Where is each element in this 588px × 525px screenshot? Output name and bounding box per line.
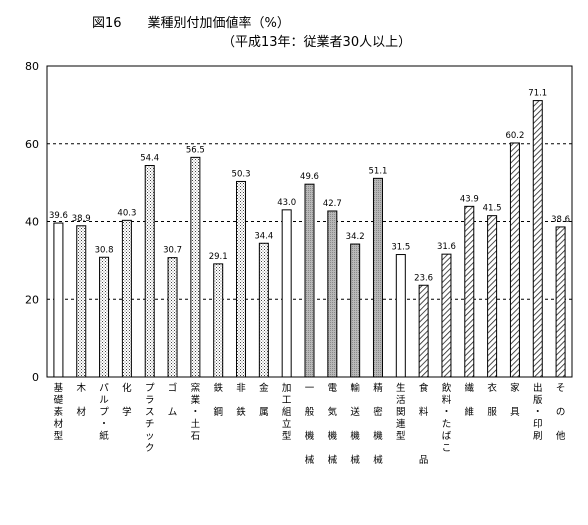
bar bbox=[167, 257, 178, 378]
data-label: 34.4 bbox=[254, 231, 273, 241]
category-label: 窯業・土石 bbox=[191, 382, 201, 442]
data-label: 38.9 bbox=[72, 214, 91, 224]
y-tick-label: 20 bbox=[25, 293, 39, 306]
category-label: 化 学 bbox=[122, 382, 132, 418]
category-label: ゴ ム bbox=[168, 382, 178, 418]
data-label: 30.8 bbox=[95, 245, 114, 255]
bar bbox=[236, 180, 247, 378]
category-label: 電 気 機 械 bbox=[328, 383, 338, 466]
y-tick-label: 0 bbox=[32, 371, 39, 384]
bar bbox=[281, 209, 292, 378]
bar bbox=[464, 205, 475, 378]
data-label: 60.2 bbox=[505, 131, 524, 141]
category-label: 加工組立型 bbox=[282, 383, 292, 442]
category-label: 一 般 機 械 bbox=[305, 383, 315, 466]
data-label: 56.5 bbox=[186, 145, 205, 155]
bar bbox=[327, 210, 338, 378]
bar bbox=[350, 243, 361, 378]
category-label: 飲料・たばこ bbox=[442, 382, 452, 454]
category-label: 金 属 bbox=[259, 382, 269, 418]
category-label: 繊 維 bbox=[465, 382, 475, 418]
bar bbox=[76, 225, 87, 378]
bar bbox=[532, 100, 543, 378]
data-label: 31.6 bbox=[437, 242, 456, 252]
data-label: 43.0 bbox=[277, 198, 296, 208]
category-label: 生活関連型 bbox=[396, 382, 406, 442]
data-label: 29.1 bbox=[209, 252, 228, 262]
bar bbox=[304, 183, 315, 378]
data-label: 42.7 bbox=[323, 199, 342, 209]
category-label: 食 料 品 bbox=[419, 382, 429, 466]
data-label: 40.3 bbox=[117, 208, 136, 218]
category-label: パルプ・紙 bbox=[99, 383, 109, 442]
data-label: 34.2 bbox=[346, 232, 365, 242]
y-tick-label: 40 bbox=[25, 216, 39, 229]
bar bbox=[418, 284, 429, 378]
bar bbox=[395, 254, 406, 378]
bar bbox=[190, 156, 201, 378]
bar bbox=[213, 263, 224, 378]
category-label: そ の 他 bbox=[556, 383, 566, 442]
category-label: 鉄 鋼 bbox=[213, 382, 223, 418]
category-label: プラスチック bbox=[145, 383, 155, 454]
bar bbox=[258, 242, 269, 378]
data-label: 49.6 bbox=[300, 172, 319, 182]
category-label: 出版・印刷 bbox=[533, 382, 543, 442]
y-tick-label: 60 bbox=[25, 138, 39, 151]
data-label: 31.5 bbox=[391, 243, 410, 253]
data-label: 38.6 bbox=[551, 215, 570, 225]
category-label: 基礎素材型 bbox=[54, 382, 64, 442]
bar bbox=[144, 165, 155, 378]
data-label: 43.9 bbox=[460, 194, 479, 204]
chart-subtitle: （平成13年：従業者30人以上） bbox=[222, 35, 412, 50]
data-label: 54.4 bbox=[140, 154, 159, 164]
chart-title: 図16 業種別付加価値率（%） bbox=[92, 16, 290, 31]
data-label: 30.7 bbox=[163, 246, 182, 256]
bar bbox=[555, 226, 566, 378]
bar bbox=[372, 177, 383, 378]
bar bbox=[99, 256, 110, 378]
category-label: 衣 服 bbox=[487, 382, 497, 418]
bar bbox=[509, 142, 520, 378]
plot-frame bbox=[46, 65, 573, 378]
category-label: 家 具 bbox=[510, 382, 520, 418]
bar bbox=[53, 222, 64, 378]
data-label: 39.6 bbox=[49, 211, 68, 221]
bar bbox=[121, 219, 132, 378]
data-label: 71.1 bbox=[528, 89, 547, 99]
data-label: 41.5 bbox=[483, 204, 502, 214]
category-label: 木 材 bbox=[76, 382, 86, 418]
category-label: 精 密 機 械 bbox=[373, 382, 383, 466]
data-label: 23.6 bbox=[414, 273, 433, 283]
category-label: 輸 送 機 械 bbox=[350, 382, 360, 466]
y-tick-label: 80 bbox=[25, 60, 39, 73]
data-label: 51.1 bbox=[369, 166, 388, 176]
category-label: 非 鉄 bbox=[236, 382, 246, 418]
bar bbox=[487, 215, 498, 378]
data-label: 50.3 bbox=[232, 169, 251, 179]
bar bbox=[441, 253, 452, 378]
